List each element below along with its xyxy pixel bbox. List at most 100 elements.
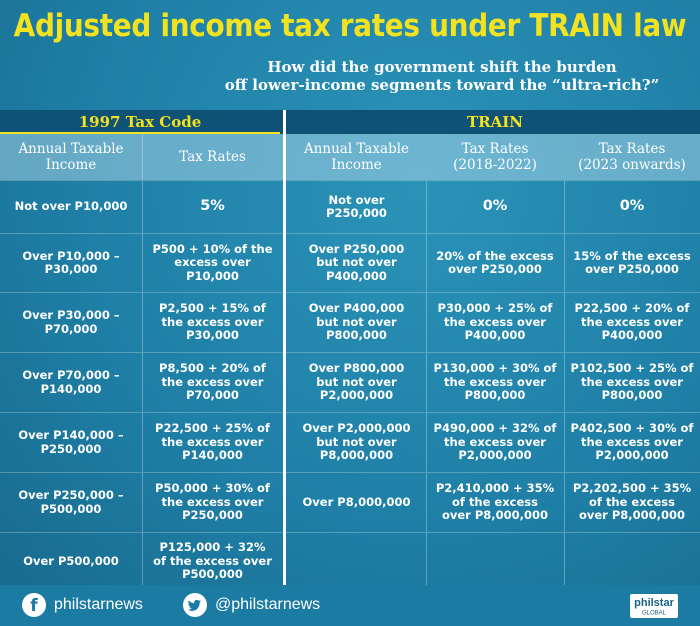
column-header-tax-rate-2018-2022: Tax Rates (2018-2022) [426,134,564,180]
cell-text: P2,202,500 + 35% of the excess over P8,000… [573,482,691,523]
column-header-text: Tax Rates (2023 onwards) [578,141,686,173]
cell-tax-rate-2023-onwards [564,533,700,590]
cell-line: Over P8,000,000 [302,494,411,509]
cell-line: P125,000 + 32% [159,540,266,555]
logo-text-bottom: GLOBAL [642,611,667,617]
cell-text: P402,500 + 30% of the excess over P2,000,0… [571,422,694,463]
cell-tax-rate-2023-onwards: P22,500 + 20% of the excess over P400,000 [564,293,700,352]
cell-text: 15% of the excess over P250,000 [573,248,691,277]
column-header-tax-rate-2023-onwards: Tax Rates (2023 onwards) [564,134,700,180]
cell-line: over P250,000 [585,262,679,276]
table-row: Over P250,000 – P500,000 P50,000 + 30% of t… [0,472,700,532]
cell-tax-rate-2018-2022: 20% of the excess over P250,000 [426,234,564,292]
table-body: Not over P10,000 5% Not over P250,000 0% 0% Ov… [0,180,700,590]
section-divider [283,110,286,585]
cell-tax-rate-2023-onwards: P402,500 + 30% of the excess over P2,000,0… [564,413,700,472]
cell-line: Over P250,000 [308,241,405,256]
cell-line: 0% [482,198,508,215]
twitter-handle[interactable]: @philstarnews [215,596,321,613]
cell-annual-income-train: Over P8,000,000 [287,473,426,532]
column-separator [142,293,143,352]
header-line: Tax Rates [598,141,666,157]
cell-line: Over P500,000 [23,553,119,568]
cell-line: P70,000 [186,388,239,403]
table-row: Over P140,000 – P250,000 P22,500 + 25% of t… [0,412,700,472]
column-separator [426,473,427,532]
cell-tax-rate-2018-2022: P130,000 + 30% of the excess over P800,000 [426,353,564,412]
column-separator [564,473,565,532]
logo-text-top: philstar [634,597,674,609]
cell-annual-income-train: Over P250,000 but not over P400,000 [287,234,426,292]
cell-line: 5% [200,198,225,215]
cell-tax-rate-1997: P22,500 + 25% of the excess over P140,000 [142,413,283,472]
cell-line: P140,000 [182,448,243,463]
cell-line: the excess over [161,434,264,449]
cell-tax-rate-2023-onwards: P2,202,500 + 35% of the excess over P8,000… [564,473,700,532]
column-header-text: Annual Taxable Income [304,141,409,173]
cell-text: P130,000 + 30% of the excess over P800,000 [434,362,557,403]
cell-text: 5% [200,198,225,215]
cell-line: P400,000 [464,328,526,343]
cell-line: the excess over [581,374,683,389]
cell-line: P490,000 + 32% of [433,421,557,436]
column-separator [142,473,143,532]
cell-annual-income-train: Over P2,000,000 but not over P8,000,000 [287,413,426,472]
column-header-row: Annual Taxable Income Tax Rates Annual Taxa… [0,134,700,180]
cell-line: Over P140,000 – [18,428,124,442]
cell-line: P8,000,000 [319,448,394,463]
cell-line: P2,000,000 [319,388,394,403]
cell-line: P102,500 + 25% of [570,361,694,376]
cell-line: P50,000 + 30% of [155,481,270,496]
column-separator [564,234,565,292]
cell-annual-income-train: Not over P250,000 [287,181,426,233]
cell-line: over P8,000,000 [441,508,549,523]
cell-line: P400,000 [326,268,387,283]
cell-line: of the excess [452,494,538,509]
column-separator [426,181,427,233]
cell-tax-rate-2023-onwards: 0% [564,181,700,233]
column-header-annual-income-train: Annual Taxable Income [287,134,426,180]
cell-tax-rate-1997: P50,000 + 30% of the excess over P250,000 [142,473,283,532]
column-separator [426,234,427,292]
column-separator [564,533,565,590]
cell-line: P22,500 + 20% of [574,301,690,316]
cell-text: P2,500 + 15% of the excess over P30,000 [159,302,266,343]
cell-text: 20% of the excess over P250,000 [436,248,554,277]
cell-line: 0% [619,198,645,215]
cell-line: P800,000 [464,388,526,403]
cell-line: 15% of the excess [573,248,691,263]
facebook-handle[interactable]: philstarnews [54,596,143,613]
cell-line: P500,000 [40,501,102,516]
cell-line: Over P2,000,000 [302,421,411,436]
cell-line: Over P10,000 – [22,248,120,263]
column-separator [142,234,143,292]
section-train: TRAIN [467,113,523,131]
cell-line: 20% of the excess [436,248,554,263]
cell-tax-rate-1997: P8,500 + 20% of the excess over P70,000 [142,353,283,412]
cell-line: P250,000 [182,508,243,523]
cell-text: P2,410,000 + 35% of the excess over P8,000… [436,482,554,523]
cell-text: P102,500 + 25% of the excess over P800,000 [571,362,694,403]
section-1997-tax-code: 1997 Tax Code [0,110,280,134]
cell-tax-rate-2018-2022: P30,000 + 25% of the excess over P400,000 [426,293,564,352]
subtitle-line-1: How did the government shift the burden [267,58,617,76]
column-separator [564,181,565,233]
cell-line: P2,500 + 15% of [159,301,266,316]
cell-line: the excess over [161,494,264,509]
header-line: Income [331,157,382,173]
cell-annual-income-1997: Over P70,000 – P140,000 [0,353,142,412]
cell-tax-rate-2023-onwards: P102,500 + 25% of the excess over P800,000 [564,353,700,412]
table-row: Over P30,000 – P70,000 P2,500 + 15% of the … [0,292,700,352]
column-header-text: Tax Rates [179,149,246,165]
cell-line: of the excess [589,494,675,509]
cell-line: but not over [316,434,397,449]
cell-line: P70,000 [44,321,98,336]
cell-text: P500 + 10% of the excess over P10,000 [153,242,273,284]
cell-line: P500,000 [182,567,243,582]
cell-text: 0% [482,198,508,215]
column-separator [426,353,427,412]
cell-line: P250,000 [40,441,102,456]
cell-line: but not over [316,314,397,329]
header-line: Income [45,157,97,173]
cell-line: P800,000 [326,328,387,343]
